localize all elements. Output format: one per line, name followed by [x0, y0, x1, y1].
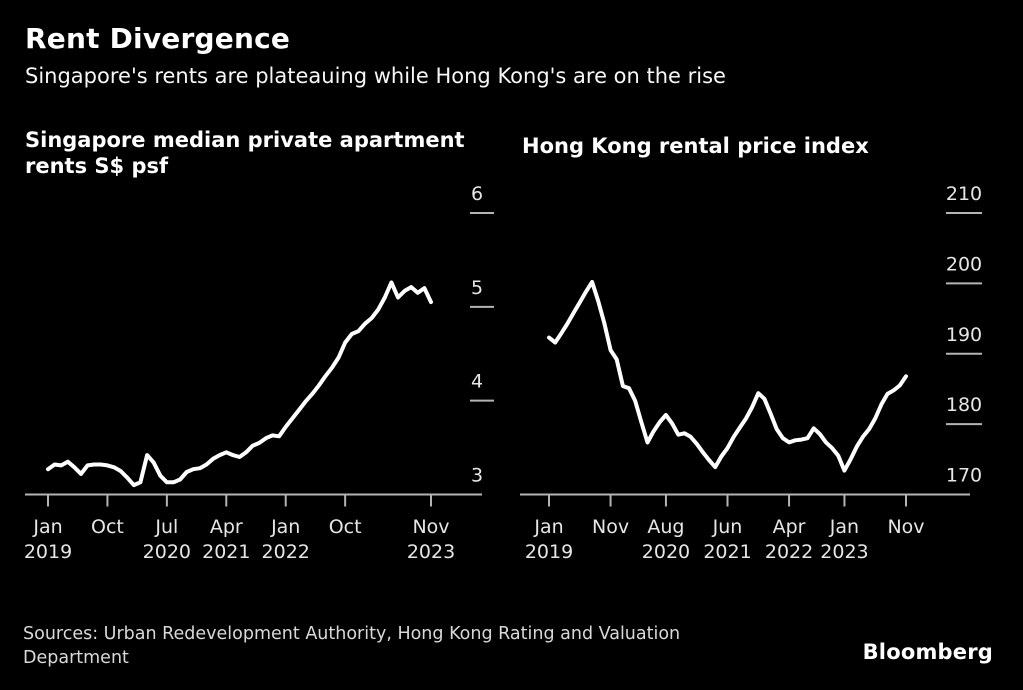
x-tick-year-label: 2020 [143, 541, 191, 563]
y-tick-label: 170 [946, 465, 982, 487]
x-tick-month-label: Aug [647, 516, 684, 538]
y-tick-label: 6 [471, 183, 483, 205]
x-tick-year-label: 2019 [24, 541, 72, 563]
x-tick-year-label: 2020 [642, 541, 690, 563]
x-tick-month-label: Apr [210, 516, 243, 538]
singapore-chart-title: Singapore median private apartment rents… [25, 127, 495, 179]
x-tick-month-label: Oct [329, 516, 362, 538]
chart-title-line: rents S$ psf [25, 154, 169, 178]
y-tick-label: 5 [471, 277, 483, 299]
source-line: Department [23, 648, 129, 668]
x-tick-year-label: 2021 [703, 541, 751, 563]
page-title: Rent Divergence [25, 22, 291, 55]
source-attribution: Sources: Urban Redevelopment Authority, … [23, 622, 680, 670]
y-tick-label: 200 [946, 253, 982, 275]
y-tick-label: 4 [471, 371, 483, 393]
chart-title-line: Hong Kong rental price index [522, 134, 869, 158]
hongkong-chart: Jan 2019 Nov Aug 2020 Jun 2021 Apr 2022 Jan 2023 No… [520, 183, 982, 563]
x-tick-month-label: Jan [533, 516, 563, 538]
x-tick-month-label: Nov [887, 516, 924, 538]
x-tick-year-label: 2022 [262, 541, 310, 563]
x-tick-month-label: Jan [270, 516, 300, 538]
y-tick-label: 190 [946, 324, 982, 346]
singapore-chart: Jan 2019 Oct Jul 2020 Apr 2021 Jan 2022 Oct Nov 202… [24, 183, 494, 563]
x-tick-month-label: Apr [773, 516, 806, 538]
y-tick-label: 3 [471, 465, 483, 487]
x-tick-month-label: Jan [829, 516, 859, 538]
x-tick-month-label: Jun [712, 516, 743, 538]
x-tick-year-label: 2019 [525, 541, 573, 563]
page-subtitle: Singapore's rents are plateauing while H… [25, 64, 726, 88]
x-tick-year-label: 2022 [765, 541, 813, 563]
x-tick-year-label: 2023 [407, 541, 455, 563]
x-tick-month-label: Nov [412, 516, 449, 538]
x-tick-month-label: Jul [154, 516, 178, 538]
source-line: Sources: Urban Redevelopment Authority, … [23, 624, 681, 644]
line-series [46, 280, 433, 488]
x-tick-month-label: Jan [32, 516, 62, 538]
x-tick-month-label: Nov [592, 516, 629, 538]
chart-title-line: Singapore median private apartment [25, 128, 465, 152]
hongkong-chart-title: Hong Kong rental price index [522, 133, 992, 159]
y-tick-label: 210 [946, 183, 982, 205]
bloomberg-logo: Bloomberg [862, 640, 993, 664]
x-tick-year-label: 2023 [820, 541, 868, 563]
x-tick-year-label: 2021 [202, 541, 250, 563]
line-series [547, 280, 908, 473]
x-tick-month-label: Oct [91, 516, 124, 538]
y-tick-label: 180 [946, 394, 982, 416]
